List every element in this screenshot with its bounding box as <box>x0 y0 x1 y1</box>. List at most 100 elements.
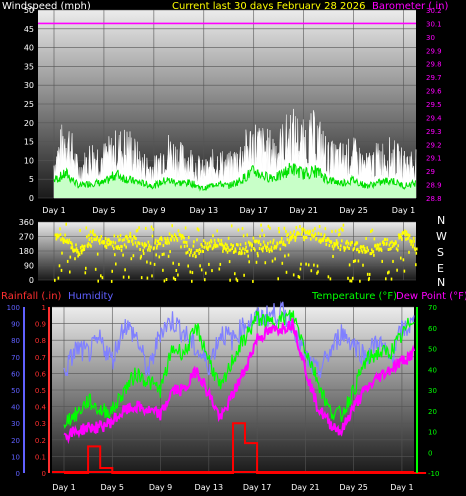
climate-xtick-label: Day 13 <box>195 483 224 492</box>
climate-xtick-label: Day 9 <box>149 483 172 492</box>
direction-point <box>75 247 78 251</box>
direction-point <box>349 243 352 247</box>
direction-point <box>298 232 300 236</box>
climate-xtick-label: Day 1 <box>52 483 75 492</box>
direction-point <box>272 238 275 242</box>
direction-point <box>344 246 347 250</box>
direction-point <box>297 231 299 235</box>
direction-point <box>262 246 264 250</box>
direction-point <box>194 251 196 255</box>
direction-point <box>199 264 201 268</box>
direction-point <box>256 251 259 255</box>
direction-point <box>268 250 271 254</box>
direction-point <box>386 242 388 245</box>
direction-point <box>151 274 153 278</box>
direction-point <box>159 242 162 246</box>
direction-point <box>319 240 322 244</box>
direction-point <box>99 241 101 245</box>
direction-point <box>56 233 59 237</box>
direction-point <box>142 252 145 255</box>
direction-point <box>303 238 305 242</box>
barometer-ytick-label: 30.1 <box>426 20 442 28</box>
direction-point <box>61 236 64 240</box>
wind-series <box>38 22 417 199</box>
direction-point <box>183 244 186 248</box>
direction-point <box>78 253 81 256</box>
direction-point <box>234 247 237 251</box>
direction-point <box>139 248 141 251</box>
direction-point <box>219 262 222 266</box>
direction-point <box>336 243 338 247</box>
direction-point <box>356 248 358 252</box>
direction-point <box>299 225 301 229</box>
direction-point <box>252 236 255 240</box>
wind-xtick-label: Day 9 <box>142 206 165 215</box>
direction-point <box>86 235 88 239</box>
direction-point <box>146 260 148 264</box>
direction-point <box>340 227 343 231</box>
direction-point <box>317 231 320 235</box>
direction-point <box>405 237 407 241</box>
direction-point <box>182 240 185 244</box>
direction-point <box>370 230 372 233</box>
rain-ytick-label: 0.5 <box>35 387 46 395</box>
humidity-ytick-label: 60 <box>11 370 20 378</box>
direction-point <box>315 237 318 240</box>
direction-point <box>269 240 272 244</box>
direction-point <box>389 247 391 251</box>
direction-point <box>399 233 402 237</box>
direction-point <box>106 238 109 242</box>
direction-point <box>367 248 369 252</box>
direction-point <box>236 243 238 246</box>
direction-point <box>287 232 289 236</box>
direction-point <box>118 238 120 242</box>
direction-point <box>276 242 279 246</box>
direction-point <box>351 240 353 244</box>
rain-ytick-label: 0.7 <box>35 354 46 362</box>
direction-point <box>202 239 205 243</box>
climate-xtick-label: Day 1 <box>390 483 413 492</box>
direction-point <box>130 235 132 239</box>
direction-point <box>89 243 91 247</box>
humidity-ytick-label: 90 <box>11 321 20 329</box>
direction-point <box>229 278 231 282</box>
direction-point <box>164 236 166 240</box>
direction-point <box>215 243 218 247</box>
direction-point <box>231 247 233 250</box>
direction-point <box>350 241 352 245</box>
direction-point <box>267 224 270 228</box>
humidity-ytick-label: 0 <box>16 470 20 478</box>
direction-point <box>100 274 102 278</box>
rainfall-title: Rainfall (.in) <box>1 291 62 302</box>
direction-point <box>137 241 140 245</box>
direction-point <box>378 247 381 251</box>
direction-point <box>166 236 169 240</box>
direction-point <box>398 235 401 239</box>
wind-ytick-label: 0 <box>29 194 34 203</box>
direction-point <box>406 237 409 241</box>
direction-point <box>385 277 387 281</box>
direction-point <box>409 239 412 243</box>
compass-s: S <box>437 246 444 259</box>
direction-point <box>327 237 329 240</box>
direction-point <box>323 233 326 237</box>
direction-point <box>208 262 210 266</box>
direction-point <box>162 268 164 272</box>
direction-point <box>204 241 207 245</box>
wind-axis: 0 5 10 15 20 25 30 35 40 45 50 28.8 28.9 29 29.1 29.2 29… <box>24 6 442 215</box>
direction-point <box>79 246 82 250</box>
direction-point <box>284 243 287 247</box>
direction-point <box>237 228 240 232</box>
direction-point <box>381 259 383 263</box>
direction-point <box>275 246 277 250</box>
direction-point <box>228 260 231 264</box>
direction-point <box>60 268 63 272</box>
direction-point <box>184 226 187 230</box>
wind-xtick-label: Day 1 <box>392 206 415 215</box>
direction-point <box>391 240 393 244</box>
direction-point <box>394 242 396 246</box>
direction-point <box>384 237 387 241</box>
direction-point <box>173 238 176 242</box>
direction-point <box>178 262 180 266</box>
